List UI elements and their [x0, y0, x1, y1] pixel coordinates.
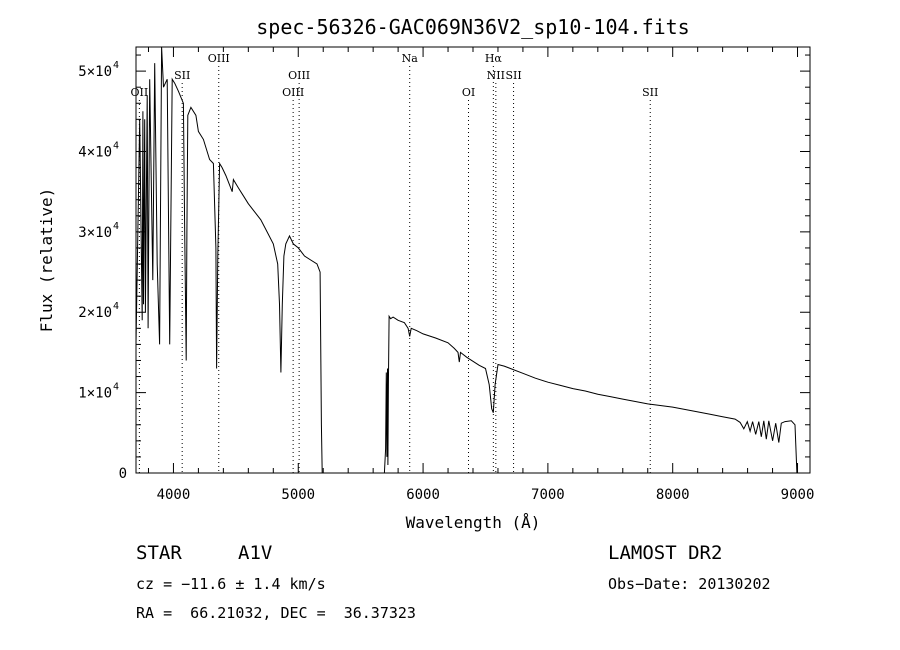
survey-name: LAMOST DR2 [608, 542, 723, 564]
object-type: STAR [136, 542, 182, 564]
redshift-value: cz = −11.6 ± 1.4 km/s [136, 575, 326, 593]
y-tick-label: 4×10 [78, 144, 112, 160]
y-tick-exponent: 4 [113, 221, 119, 232]
y-tick-exponent: 4 [113, 301, 119, 312]
x-tick-label: 8000 [656, 487, 690, 503]
marker-label-7: Hα [485, 52, 503, 65]
x-axis-ticks: 4000 5000 6000 7000 8000 9000 [147, 47, 815, 503]
y-tick-exponent: 4 [113, 140, 119, 151]
y-tick-label: 5×10 [78, 64, 112, 80]
marker-label-8: NII [487, 69, 505, 82]
y-tick-label: 1×10 [78, 386, 112, 402]
x-tick-label: 4000 [157, 487, 191, 503]
marker-label-5: Na [402, 52, 419, 65]
marker-label-4: OIII [288, 69, 310, 82]
x-axis-label: Wavelength (Å) [406, 513, 541, 532]
x-tick-label: 6000 [406, 487, 440, 503]
marker-label-10: SII [642, 86, 658, 99]
plot-frame [135, 46, 811, 474]
y-axis-label: Flux (relative) [37, 188, 56, 333]
marker-label-9: SII [505, 69, 521, 82]
spectral-subclass: A1V [238, 542, 273, 564]
marker-label-1: SII [174, 69, 190, 82]
coordinates: RA = 66.21032, DEC = 36.37323 [136, 604, 416, 622]
marker-label-3: OIII [282, 86, 304, 99]
y-tick-exponent: 4 [113, 382, 119, 393]
x-tick-label: 9000 [781, 487, 815, 503]
chart-title: spec-56326-GAC069N36V2_sp10-104.fits [256, 15, 689, 39]
x-tick-label: 7000 [531, 487, 565, 503]
y-tick-label: 3×10 [78, 225, 112, 241]
marker-label-2: OIII [208, 52, 230, 65]
spectrum-chart: spec-56326-GAC069N36V2_sp10-104.fits OII… [37, 15, 815, 532]
y-tick-label: 2×10 [78, 305, 112, 321]
y-tick-exponent: 4 [113, 60, 119, 71]
marker-label-6: OI [462, 86, 475, 99]
marker-label-0: OII [131, 86, 149, 99]
observation-date: Obs−Date: 20130202 [608, 575, 771, 593]
spectrum-line [135, 46, 798, 474]
y-axis-ticks: 01×10 42×10 43×10 44×10 45×10 4 [78, 54, 810, 482]
x-tick-label: 5000 [281, 487, 315, 503]
y-tick-label: 0 [119, 466, 127, 482]
